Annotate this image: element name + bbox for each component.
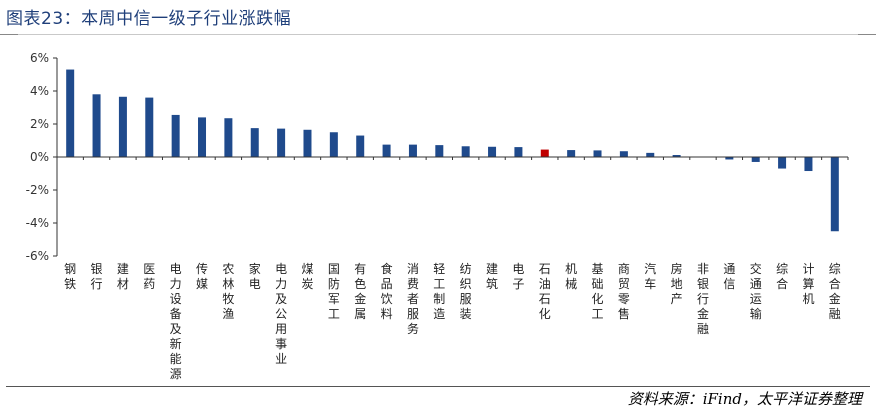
x-tick-label: 钢铁 xyxy=(64,262,76,291)
bar xyxy=(514,147,523,157)
bar xyxy=(145,97,154,157)
x-tick-label: 农林牧渔 xyxy=(222,262,234,321)
bar xyxy=(356,135,365,157)
x-tick-label: 非银行金融 xyxy=(697,262,709,336)
x-tick-label: 消费者服务 xyxy=(407,262,419,336)
y-tick-label: 2% xyxy=(30,117,49,131)
bar xyxy=(778,157,787,169)
bar xyxy=(804,157,813,172)
bar xyxy=(725,157,734,160)
y-tick-label: 4% xyxy=(30,84,49,98)
x-tick-label: 纺织服装 xyxy=(460,262,472,321)
y-tick-label: -6% xyxy=(26,249,49,263)
bar xyxy=(224,118,233,157)
x-tick-label: 电子 xyxy=(512,262,524,291)
bar xyxy=(198,117,207,157)
bar xyxy=(277,128,286,157)
bar xyxy=(118,96,127,157)
bottom-divider xyxy=(6,386,870,387)
top-divider xyxy=(0,34,876,35)
bar xyxy=(461,146,470,157)
x-tick-label: 轻工制造 xyxy=(433,262,445,321)
x-tick-label: 交通运输 xyxy=(750,261,762,321)
x-tick-label: 家电 xyxy=(249,261,261,291)
bar xyxy=(646,152,655,157)
y-tick-label: -2% xyxy=(26,183,49,197)
bar xyxy=(92,94,101,157)
bar xyxy=(303,129,312,157)
x-tick-label: 有色金属 xyxy=(354,262,366,321)
bar xyxy=(488,146,497,157)
bar xyxy=(567,150,576,157)
x-tick-label: 石油石化 xyxy=(539,262,551,321)
x-tick-label: 综合 xyxy=(776,262,788,291)
x-tick-label: 医药 xyxy=(143,262,155,291)
x-tick-label: 银行 xyxy=(91,262,103,291)
x-tick-label: 建材 xyxy=(117,262,129,291)
x-tick-label: 建筑 xyxy=(486,262,498,291)
bar xyxy=(435,145,444,157)
x-tick-label: 基础化工 xyxy=(592,262,604,321)
y-tick-label: 6% xyxy=(30,51,49,65)
x-tick-label: 国防军工 xyxy=(328,262,340,321)
x-tick-label: 计算机 xyxy=(802,262,814,306)
y-tick-label: 0% xyxy=(30,150,49,164)
top-left-tick xyxy=(0,34,18,35)
bar xyxy=(66,69,75,157)
x-tick-label: 商贸零售 xyxy=(618,261,630,321)
x-tick-label: 房地产 xyxy=(671,261,683,306)
bar xyxy=(408,144,417,157)
x-tick-label: 传媒 xyxy=(196,261,208,291)
x-tick-label: 汽车 xyxy=(644,261,656,291)
bar xyxy=(540,149,549,157)
bar xyxy=(250,128,259,157)
bar xyxy=(672,155,681,157)
x-tick-label: 食品饮料 xyxy=(381,261,393,321)
bar xyxy=(329,132,338,157)
top-right-tick xyxy=(858,34,876,35)
bar xyxy=(619,151,628,157)
x-tick-label: 电力设备及新能源 xyxy=(170,262,182,381)
source-note: 资料来源：iFind，太平洋证券整理 xyxy=(627,390,862,408)
x-tick-label: 机械 xyxy=(565,262,577,291)
y-tick-label: -4% xyxy=(26,216,49,230)
bar xyxy=(751,157,760,162)
x-tick-label: 电力及公用事业 xyxy=(275,262,287,366)
chart-title: 图表23：本周中信一级子行业涨跌幅 xyxy=(6,9,292,29)
bar xyxy=(593,150,602,157)
x-tick-label: 煤炭 xyxy=(301,262,313,291)
bar xyxy=(171,114,180,157)
x-tick-label: 通信 xyxy=(723,262,735,291)
x-tick-label: 综合金融 xyxy=(829,262,841,321)
bar xyxy=(830,157,839,232)
bar xyxy=(382,144,391,157)
